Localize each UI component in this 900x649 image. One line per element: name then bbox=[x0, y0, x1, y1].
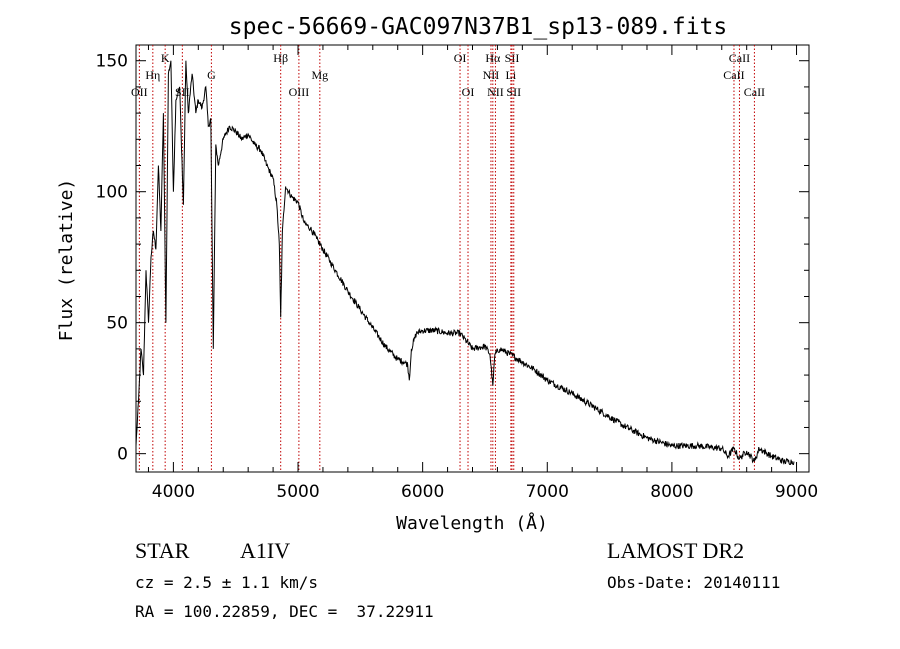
spectral-line-label: CaII bbox=[744, 85, 765, 99]
spectral-line-label: CaII bbox=[729, 51, 750, 65]
spectral-line-label: SII bbox=[506, 85, 521, 99]
redshift-velocity: cz = 2.5 ± 1.1 km/s bbox=[135, 573, 319, 592]
spectral-line-label: Mg bbox=[311, 68, 328, 82]
object-subclass: A1IV bbox=[240, 538, 291, 563]
spectral-line-label: NII bbox=[483, 68, 500, 82]
spectral-line-label: Li bbox=[506, 68, 517, 82]
spectral-line-label: OI bbox=[462, 85, 475, 99]
x-axis-label: Wavelength (Å) bbox=[396, 512, 548, 534]
survey-name: LAMOST DR2 bbox=[607, 538, 745, 563]
y-tick-label: 0 bbox=[117, 445, 128, 465]
x-tick-label: 5000 bbox=[276, 482, 319, 502]
spectral-line-label: G bbox=[207, 68, 216, 82]
spectral-line-label: Hβ bbox=[273, 51, 288, 65]
coordinates: RA = 100.22859, DEC = 37.22911 bbox=[135, 602, 434, 621]
chart-title: spec-56669-GAC097N37B1_sp13-089.fits bbox=[229, 14, 728, 40]
spectral-line-markers: OIIHηKSIIGHβOIIIMgOIOIHαNIINIISIILiSIICa… bbox=[131, 45, 765, 472]
spectral-line-label: Hα bbox=[485, 51, 501, 65]
spectral-line-label: OII bbox=[131, 85, 148, 99]
x-tick-label: 9000 bbox=[775, 482, 818, 502]
spectral-line-label: K bbox=[161, 51, 170, 65]
observation-date: Obs-Date: 20140111 bbox=[607, 573, 781, 592]
spectral-line-label: Hη bbox=[145, 68, 160, 82]
axis-ticks: 4000 5000 6000 7000 8000 9000 0 50 100 150 bbox=[96, 45, 818, 502]
x-tick-label: 4000 bbox=[152, 482, 195, 502]
spectral-line-label: CaII bbox=[723, 68, 744, 82]
spectral-line-label: OI bbox=[454, 51, 467, 65]
x-tick-label: 6000 bbox=[401, 482, 444, 502]
y-tick-label: 150 bbox=[96, 52, 128, 72]
spectrum-line bbox=[135, 60, 795, 466]
x-tick-label: 7000 bbox=[526, 482, 569, 502]
x-tick-label: 8000 bbox=[650, 482, 693, 502]
spectral-line-label: SII bbox=[505, 51, 520, 65]
y-tick-label: 50 bbox=[106, 314, 128, 334]
object-class: STAR bbox=[135, 538, 190, 563]
y-axis-label: Flux (relative) bbox=[56, 179, 77, 342]
plot-frame bbox=[135, 44, 810, 473]
y-tick-label: 100 bbox=[96, 183, 128, 203]
spectral-line-label: NII bbox=[487, 85, 504, 99]
spectral-line-label: OIII bbox=[289, 85, 310, 99]
